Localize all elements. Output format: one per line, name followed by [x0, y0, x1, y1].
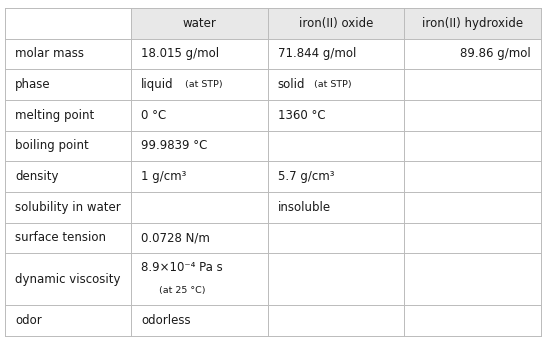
Text: insoluble: insoluble — [277, 201, 331, 214]
Text: 99.9839 °C: 99.9839 °C — [141, 139, 207, 152]
Bar — [131, 8, 268, 39]
Text: 1360 °C: 1360 °C — [277, 109, 325, 122]
Text: molar mass: molar mass — [15, 47, 84, 60]
Text: (at 25 °C): (at 25 °C) — [159, 286, 205, 295]
Text: surface tension: surface tension — [15, 232, 106, 244]
Text: melting point: melting point — [15, 109, 94, 122]
Bar — [405, 8, 541, 39]
Text: solid: solid — [277, 78, 305, 91]
Text: dynamic viscosity: dynamic viscosity — [15, 273, 121, 286]
Text: 89.86 g/mol: 89.86 g/mol — [460, 47, 531, 60]
Text: odorless: odorless — [141, 314, 191, 327]
Text: phase: phase — [15, 78, 51, 91]
Text: liquid: liquid — [141, 78, 174, 91]
Text: 18.015 g/mol: 18.015 g/mol — [141, 47, 219, 60]
Text: iron(II) oxide: iron(II) oxide — [299, 17, 373, 30]
Text: 5.7 g/cm³: 5.7 g/cm³ — [277, 170, 334, 183]
Text: solubility in water: solubility in water — [15, 201, 121, 214]
Text: (at STP): (at STP) — [307, 80, 351, 89]
Text: water: water — [182, 17, 216, 30]
Text: 0 °C: 0 °C — [141, 109, 166, 122]
Text: 71.844 g/mol: 71.844 g/mol — [277, 47, 356, 60]
Text: density: density — [15, 170, 58, 183]
Text: (at STP): (at STP) — [179, 80, 223, 89]
Bar — [268, 8, 405, 39]
Text: odor: odor — [15, 314, 41, 327]
Text: 1 g/cm³: 1 g/cm³ — [141, 170, 186, 183]
Text: boiling point: boiling point — [15, 139, 89, 152]
Text: 8.9×10⁻⁴ Pa s: 8.9×10⁻⁴ Pa s — [141, 261, 223, 274]
Text: iron(II) hydroxide: iron(II) hydroxide — [422, 17, 523, 30]
Text: 0.0728 N/m: 0.0728 N/m — [141, 232, 210, 244]
